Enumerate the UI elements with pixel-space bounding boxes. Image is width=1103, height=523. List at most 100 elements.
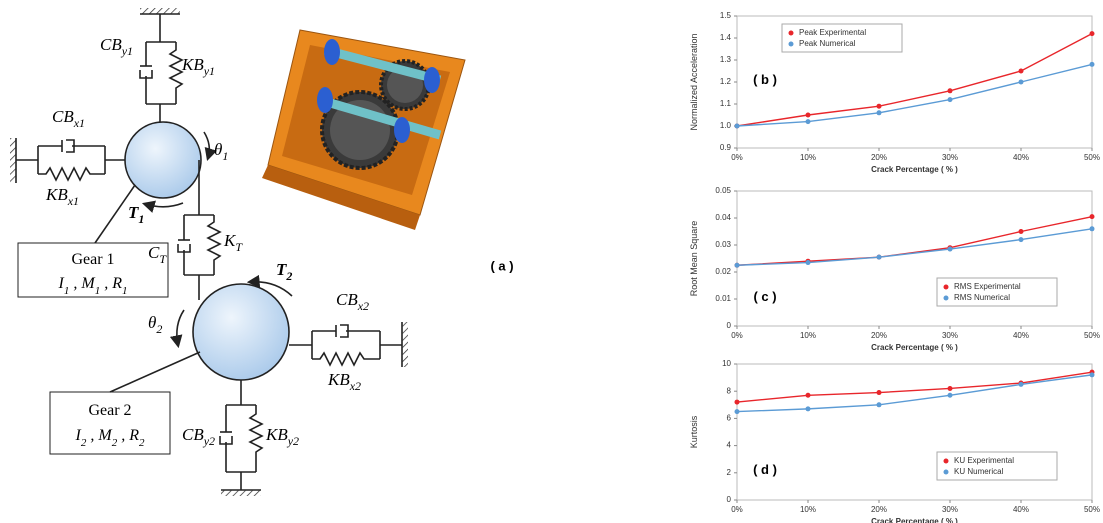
- x-tick-label: 30%: [942, 153, 958, 162]
- symbol-label: θ2: [148, 313, 162, 336]
- x-tick-label: 50%: [1084, 153, 1100, 162]
- x-axis-label: Crack Percentage ( % ): [871, 165, 958, 174]
- symbol-label: θ1: [214, 140, 228, 163]
- symbol-sub: x2: [349, 379, 361, 393]
- symbol-sub: 1: [222, 149, 228, 163]
- data-point: [806, 393, 811, 398]
- symbol-main: T: [276, 260, 287, 279]
- prop-sub: 2: [139, 437, 145, 449]
- legend-label: KU Numerical: [954, 467, 1004, 476]
- data-point: [1090, 31, 1095, 36]
- symbol-label: CBx1: [52, 107, 85, 130]
- panel-label: ( d ): [753, 462, 777, 477]
- symbol-label: CBy2: [182, 425, 215, 448]
- x-tick-label: 0%: [731, 505, 743, 514]
- symbol-sub: y1: [203, 64, 215, 78]
- symbol-sub: T: [235, 240, 243, 254]
- symbol-main: CB: [182, 425, 204, 444]
- symbol-main: KB: [181, 55, 204, 74]
- symbol-sub: 1: [138, 212, 144, 226]
- y-tick-label: 0.01: [715, 294, 731, 303]
- legend-label: KU Experimental: [954, 456, 1014, 465]
- legend-marker: [789, 31, 794, 36]
- chart: 00.010.020.030.040.050%10%20%30%40%50%Cr…: [689, 186, 1100, 352]
- legend-marker: [944, 285, 949, 290]
- x-tick-label: 10%: [800, 331, 816, 340]
- x-tick-label: 40%: [1013, 505, 1029, 514]
- y-axis-label: Root Mean Square: [689, 221, 699, 297]
- symbol-label: KBy1: [181, 55, 215, 78]
- x-tick-label: 0%: [731, 153, 743, 162]
- chart: 0.91.01.11.21.31.41.50%10%20%30%40%50%Cr…: [689, 11, 1100, 174]
- series-line: [737, 372, 1092, 402]
- symbol-main: θ: [148, 313, 156, 332]
- x-tick-label: 30%: [942, 505, 958, 514]
- data-point: [948, 393, 953, 398]
- legend-marker: [944, 459, 949, 464]
- x-tick-label: 50%: [1084, 505, 1100, 514]
- symbol-sub: x1: [67, 194, 79, 208]
- y-tick-label: 0.04: [715, 213, 731, 222]
- data-point: [877, 390, 882, 395]
- data-point: [1090, 62, 1095, 67]
- symbol-label: CBy1: [100, 35, 133, 58]
- data-point: [735, 400, 740, 405]
- y-tick-label: 1.1: [720, 99, 732, 108]
- legend-marker: [944, 470, 949, 475]
- data-point: [948, 386, 953, 391]
- x-tick-label: 20%: [871, 153, 887, 162]
- symbol-main: θ: [214, 140, 222, 159]
- prop-text: , R: [117, 427, 139, 444]
- symbol-main: KB: [265, 425, 288, 444]
- prop-text: , M: [69, 275, 96, 292]
- x-tick-label: 30%: [942, 331, 958, 340]
- y-tick-label: 6: [727, 414, 732, 423]
- y-tick-label: 8: [727, 386, 732, 395]
- y-tick-label: 4: [727, 441, 732, 450]
- data-point: [948, 247, 953, 252]
- y-tick-label: 10: [722, 359, 731, 368]
- symbol-sub: 2: [156, 322, 162, 336]
- data-point: [877, 255, 882, 260]
- symbol-sub: x2: [357, 299, 369, 313]
- symbol-label: KBx2: [327, 370, 361, 393]
- y-tick-label: 0.9: [720, 143, 732, 152]
- data-point: [1019, 237, 1024, 242]
- data-point: [877, 110, 882, 115]
- y-tick-label: 1.5: [720, 11, 732, 20]
- y-axis-label: Kurtosis: [689, 415, 699, 448]
- y-tick-label: 0.05: [715, 186, 731, 195]
- panel-label: ( c ): [753, 289, 776, 304]
- symbol-sub: y2: [203, 434, 215, 448]
- y-tick-label: 0: [727, 495, 732, 504]
- legend-marker: [789, 42, 794, 47]
- gearbox-render: [262, 30, 465, 230]
- data-point: [1019, 382, 1024, 387]
- data-point: [948, 88, 953, 93]
- data-point: [1019, 69, 1024, 74]
- symbol-main: CB: [52, 107, 74, 126]
- y-tick-label: 1.4: [720, 33, 732, 42]
- x-tick-label: 0%: [731, 331, 743, 340]
- series-line: [737, 217, 1092, 266]
- symbol-label: T2: [276, 260, 292, 283]
- data-point: [1019, 80, 1024, 85]
- y-tick-label: 0.02: [715, 267, 731, 276]
- series-line: [737, 64, 1092, 126]
- data-point: [1090, 214, 1095, 219]
- panel-label: ( a ): [490, 258, 513, 273]
- data-point: [806, 119, 811, 124]
- prop-sub: 1: [122, 285, 128, 297]
- y-axis-label: Normalized Acceleration: [689, 33, 699, 130]
- data-point: [948, 97, 953, 102]
- x-tick-label: 10%: [800, 505, 816, 514]
- data-point: [806, 260, 811, 265]
- x-tick-label: 20%: [871, 505, 887, 514]
- symbol-main: KB: [327, 370, 350, 389]
- symbol-sub: y2: [287, 434, 299, 448]
- x-tick-label: 50%: [1084, 331, 1100, 340]
- symbol-label: CBx2: [336, 290, 369, 313]
- legend-label: RMS Numerical: [954, 293, 1010, 302]
- data-point: [1090, 226, 1095, 231]
